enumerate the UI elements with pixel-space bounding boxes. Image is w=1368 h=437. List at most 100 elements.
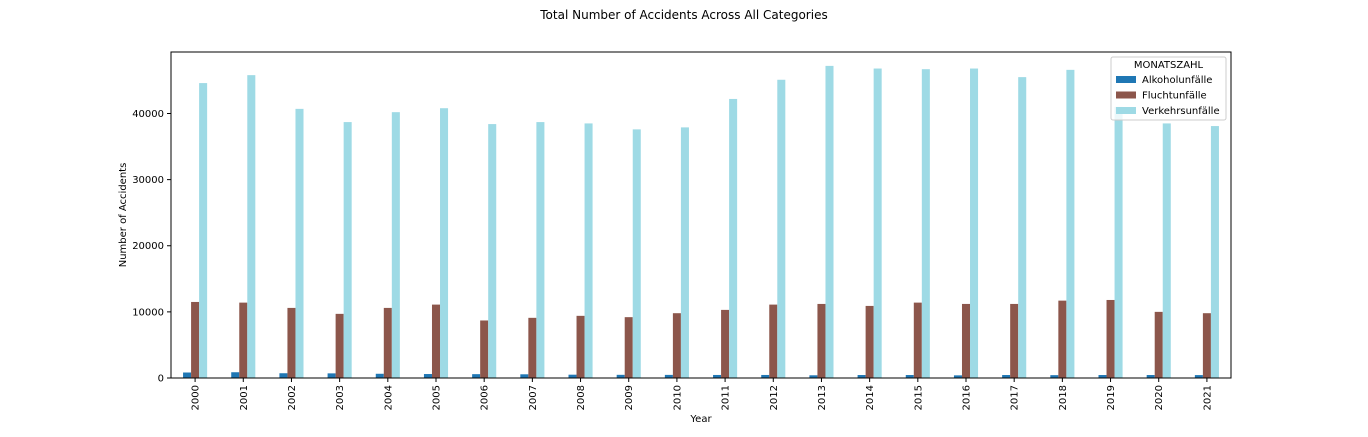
bar <box>865 305 874 378</box>
bar <box>616 374 625 378</box>
bar <box>431 304 441 378</box>
bar <box>279 373 288 378</box>
x-tick-label: 2019 <box>1106 385 1117 410</box>
bar <box>1058 300 1067 378</box>
legend-box <box>1110 56 1227 121</box>
bar <box>1018 77 1027 378</box>
bar <box>391 112 400 379</box>
bar <box>1106 299 1115 378</box>
x-tick-label: 2005 <box>432 385 443 410</box>
bar <box>1002 375 1011 378</box>
x-tick-label: 2021 <box>1202 385 1213 410</box>
bar <box>1154 311 1163 378</box>
y-tick-label: 20000 <box>132 241 164 252</box>
bar <box>913 302 922 378</box>
bar <box>672 313 681 378</box>
x-tick-label: 2008 <box>576 385 587 410</box>
bar <box>231 372 240 378</box>
x-tick-label: 2002 <box>287 385 298 410</box>
bar <box>536 122 545 378</box>
y-axis: 0 10000 20000 30000 40000 <box>132 109 171 385</box>
legend-label: Fluchtunfälle <box>1142 91 1207 102</box>
bar <box>961 303 971 378</box>
bar <box>520 374 529 378</box>
y-tick-label: 0 <box>158 374 164 385</box>
bar <box>528 317 537 378</box>
bar <box>423 374 432 378</box>
bar <box>680 127 689 378</box>
bar <box>440 108 449 379</box>
bar <box>1162 123 1171 378</box>
bar <box>1114 106 1123 378</box>
bar <box>777 79 786 379</box>
bar <box>247 75 256 378</box>
bar <box>191 301 200 378</box>
x-tick-label: 2017 <box>1010 385 1021 410</box>
bar <box>953 375 962 378</box>
bar <box>199 83 208 378</box>
bar <box>873 68 882 378</box>
plot-frame <box>170 51 1232 379</box>
bar <box>1050 375 1059 378</box>
legend-title: MONATSZAHL <box>1134 60 1204 71</box>
bar <box>809 375 818 378</box>
bar <box>488 124 497 378</box>
bar <box>1066 69 1075 378</box>
bar <box>664 374 673 378</box>
bar <box>1010 303 1019 378</box>
x-tick-label: 2015 <box>913 385 924 410</box>
bar <box>721 309 730 378</box>
bars-group <box>183 65 1219 379</box>
bar <box>632 129 641 378</box>
x-tick-label: 2004 <box>383 385 394 410</box>
bar <box>825 65 834 378</box>
x-tick-label: 2009 <box>624 385 635 410</box>
legend-swatch <box>1116 76 1136 83</box>
x-tick-label: 2012 <box>769 385 780 410</box>
legend: MONATSZAHL Alkoholunfälle Fluchtunfälle Ve… <box>1110 56 1227 121</box>
bar <box>472 374 481 378</box>
bar <box>1146 375 1155 378</box>
x-tick-label: 2001 <box>239 385 250 410</box>
legend-label: Alkoholunfälle <box>1142 75 1212 86</box>
bar <box>287 307 296 378</box>
bar <box>183 372 192 378</box>
x-tick-label: 2010 <box>672 385 683 410</box>
bar <box>1210 126 1219 378</box>
bar <box>295 108 304 379</box>
bar <box>761 374 770 378</box>
bar <box>857 375 866 378</box>
bar <box>480 320 489 378</box>
bar <box>1098 375 1107 378</box>
y-tick-label: 30000 <box>132 175 164 186</box>
y-tick-label: 10000 <box>132 307 164 318</box>
bar <box>568 374 577 378</box>
bar <box>383 307 392 378</box>
x-tick-label: 2016 <box>962 385 973 410</box>
x-tick-label: 2000 <box>191 385 202 410</box>
bar <box>624 317 633 378</box>
bar <box>375 373 384 378</box>
bar <box>584 123 593 378</box>
x-tick-label: 2014 <box>865 385 876 410</box>
x-axis: 2000 2001 2002 2003 2004 2005 2006 2007 2008 2009… <box>191 378 1213 410</box>
bar <box>921 69 930 378</box>
x-axis-label: Year <box>689 414 712 425</box>
bar <box>970 68 979 378</box>
x-tick-label: 2020 <box>1154 385 1165 410</box>
y-axis-label: Number of Accidents <box>118 163 129 268</box>
x-tick-label: 2018 <box>1058 385 1069 410</box>
bar <box>1202 313 1211 378</box>
legend-swatch <box>1116 91 1136 99</box>
x-tick-label: 2013 <box>817 385 828 410</box>
bar <box>729 98 738 378</box>
bar <box>327 373 336 378</box>
bar <box>343 122 352 378</box>
x-tick-label: 2007 <box>528 385 539 410</box>
x-tick-label: 2011 <box>721 385 732 410</box>
x-tick-label: 2006 <box>480 385 491 410</box>
legend-label: Verkehrsunfälle <box>1142 106 1220 117</box>
y-tick-label: 40000 <box>132 109 164 120</box>
